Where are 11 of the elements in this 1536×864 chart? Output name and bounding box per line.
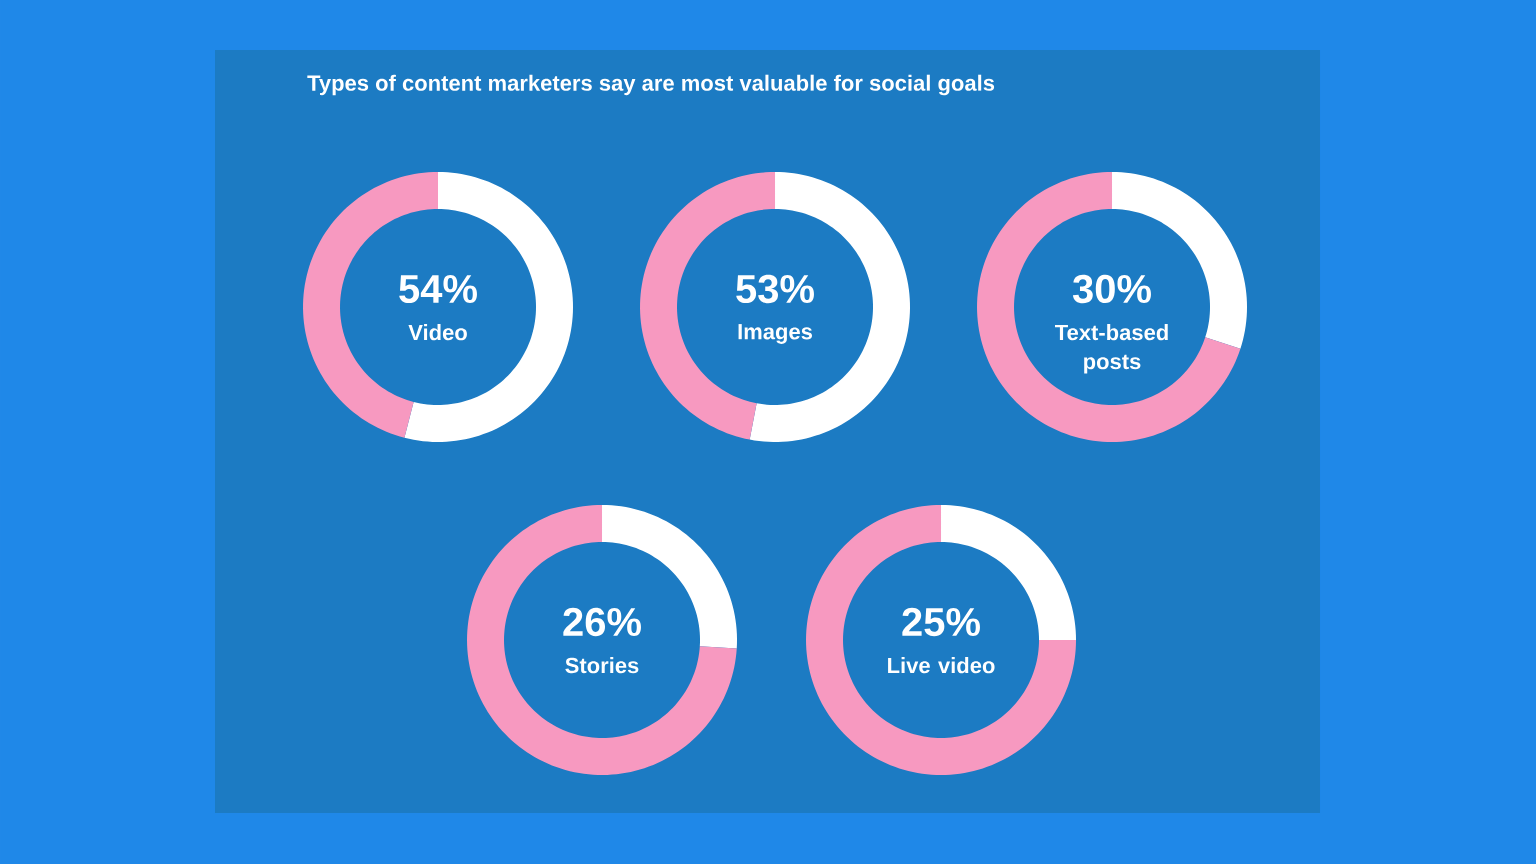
text: Types of content marketers say are most valuable for social goals — [307, 74, 995, 96]
data-label: 26% — [563, 607, 641, 637]
data-label: 53% — [736, 274, 814, 304]
text: Video — [408, 324, 467, 341]
text: Live video — [888, 657, 995, 674]
data-label: 54% — [399, 274, 477, 304]
text: Stories — [565, 657, 639, 674]
text: Images — [738, 324, 812, 344]
text: Text-based posts — [1055, 324, 1168, 374]
data-label: 30% — [1072, 274, 1151, 304]
data-label: 25% — [902, 607, 980, 637]
